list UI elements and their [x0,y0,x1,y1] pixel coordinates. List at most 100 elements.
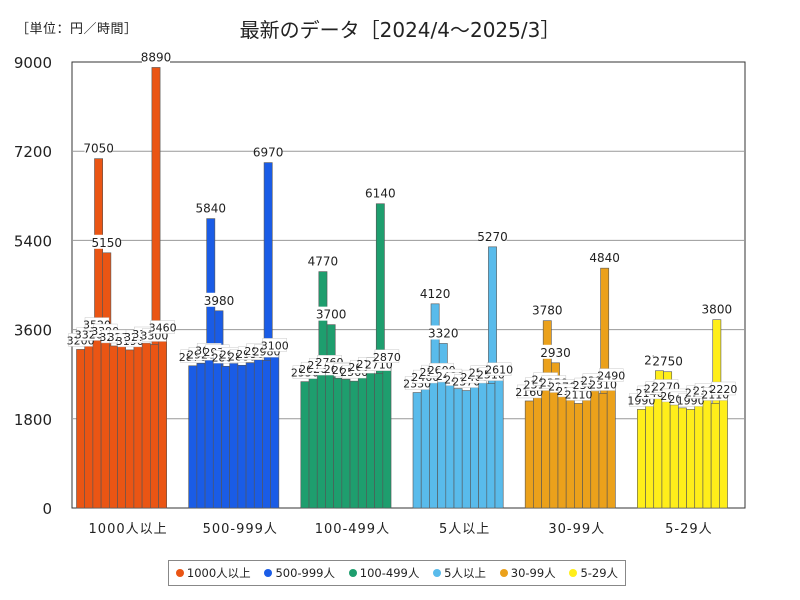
x-category-label: 5-29人 [665,522,713,537]
legend-label: 500-999人 [275,566,336,580]
data-label: 2610 [485,364,513,377]
legend-label: 100-499人 [359,566,420,580]
bar [308,377,318,509]
bar [470,385,479,509]
y-tick-label: 3600 [14,322,52,340]
peak-label: 3780 [532,304,563,318]
peak-label-bg [541,344,570,359]
peak-label-bg [478,228,507,243]
bar [653,397,663,509]
bar [637,409,646,509]
x-category-label: 5人以上 [439,522,490,537]
peak-label-bg [204,292,233,307]
x-category-label: 1000人以上 [89,522,168,537]
legend-item: 30-99人 [499,565,556,581]
peak-label-bg [533,302,562,317]
bar [702,399,712,509]
peak-label: 5150 [92,236,123,250]
bar [661,395,671,509]
bar [158,336,167,509]
bar [533,393,542,509]
y-tick-label: 1800 [14,411,52,429]
peak-label-bg [254,144,283,159]
bar [262,360,271,509]
bar [412,392,422,509]
data-label: 3460 [149,322,177,335]
legend-swatch [348,569,357,577]
legend-swatch [569,569,578,577]
bar [117,345,126,509]
bar [325,370,334,509]
legend-item: 5人以上 [433,565,486,581]
peak-label: 4770 [308,255,339,269]
bar [237,364,247,509]
x-category-label: 500-999人 [203,522,278,537]
legend-swatch [175,569,184,577]
bar [357,375,367,509]
peak-label-bg [590,250,619,265]
peak-label: 5270 [477,230,508,244]
peak-label: 2930 [540,346,571,360]
peak-label: 3700 [316,308,347,322]
peak-label: 2750 [652,355,683,369]
bar [590,389,600,509]
peak-label-bg [421,285,450,300]
data-label: 2110 [564,388,592,401]
peak-label-bg [702,301,731,316]
peak-label-bg [366,185,395,200]
bar [686,409,696,509]
plot-area [71,61,746,509]
bar [333,377,343,509]
peak-label-bg [317,306,346,321]
peak-label: 6970 [253,146,284,160]
bar [221,365,230,509]
bar [606,384,616,509]
chart-legend: 1000人以上 500-999人 100-499人 5人以上 30-99人 5-29人 [168,560,626,586]
data-label: 2220 [709,383,737,396]
bar [669,404,679,509]
bar [150,344,159,509]
bar [204,359,214,509]
bar [719,397,728,509]
peak-label-bg [142,49,170,64]
peak-label: 3980 [204,294,235,308]
bar [437,378,447,509]
y-tick-label: 5400 [14,232,52,250]
bar [461,390,471,509]
data-label-bg [486,362,512,376]
bar [478,381,488,509]
bar [549,391,559,509]
peak-label-bg [429,325,458,340]
legend-label: 1000人以上 [186,566,251,580]
data-label: 2490 [597,370,625,383]
data-label-bg [711,381,736,396]
bar [453,388,463,509]
peak-label: 6140 [365,187,396,201]
peak-label-bg [196,200,225,215]
bar [524,400,534,509]
bar [694,401,704,509]
bar [710,403,720,509]
legend-swatch [499,569,508,577]
bar [366,372,375,509]
legend-label: 30-99人 [510,566,556,580]
bar [565,399,575,509]
bar [84,343,94,509]
y-tick-label: 0 [42,500,52,518]
bar [341,378,351,509]
peak-label-bg [92,234,121,249]
data-label-bg [150,320,175,334]
x-category-label: 30-99人 [548,522,605,537]
legend-label: 5人以上 [444,566,486,580]
peak-label-bg [84,140,113,155]
peak-label: 3320 [428,326,459,340]
peak-label: 4840 [589,251,620,265]
bar [374,373,384,509]
y-tick-label: 9000 [14,54,52,72]
unit-label: ［単位：円／時間］ [16,22,138,37]
bar [212,360,222,509]
bar [445,384,455,509]
bar [678,407,687,509]
bar [109,345,118,509]
bar [316,373,326,509]
